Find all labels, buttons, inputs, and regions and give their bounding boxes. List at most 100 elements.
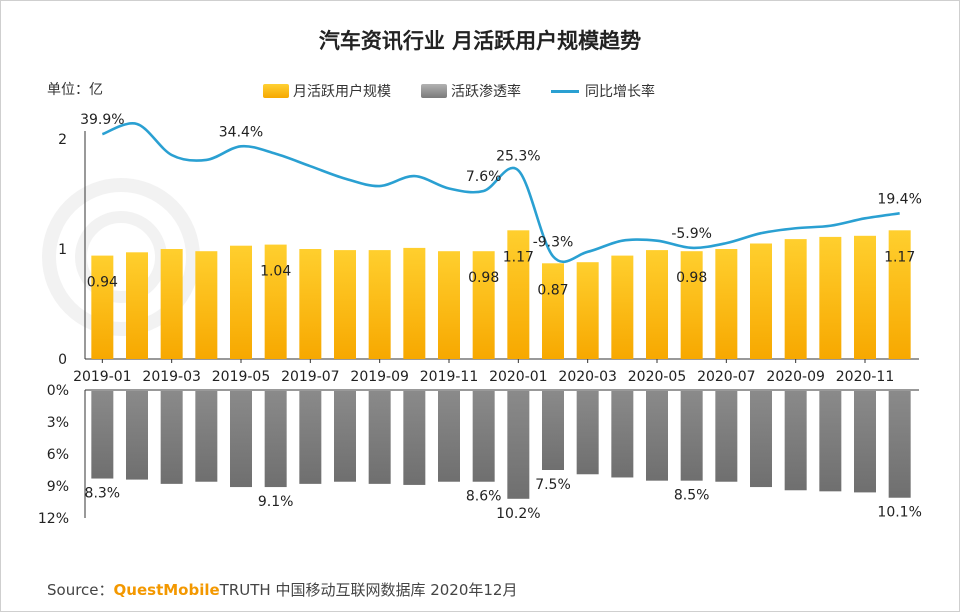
growth-data-label: 39.9% xyxy=(80,112,124,128)
mau-bar xyxy=(542,263,564,359)
penetration-bar xyxy=(403,391,426,485)
mau-data-label: 1.04 xyxy=(260,264,291,280)
mau-data-label: 0.98 xyxy=(468,270,499,286)
mau-bar xyxy=(750,243,772,359)
legend-label-mau: 月活跃用户规模 xyxy=(293,84,391,100)
penetration-bar xyxy=(542,391,564,470)
growth-line xyxy=(101,122,900,263)
penetration-bar xyxy=(784,391,807,491)
x-tick-label: 2020-09 xyxy=(766,369,825,385)
lower-axes: 0% 3% 6% 9% 12% xyxy=(38,383,919,527)
mau-bar xyxy=(438,251,460,359)
penetration-bar xyxy=(368,391,391,484)
x-tick-label: 2019-05 xyxy=(212,369,271,385)
mau-data-label: 1.17 xyxy=(884,249,915,265)
mau-bar xyxy=(819,236,842,359)
mau-bar xyxy=(576,262,599,359)
y-tick-label: 0 xyxy=(58,352,67,368)
mau-bar xyxy=(715,249,738,359)
penetration-bar xyxy=(264,391,287,488)
legend-item-growth: 同比增长率 xyxy=(551,81,655,101)
legend-label-penetration: 活跃渗透率 xyxy=(451,84,521,100)
growth-data-label: 7.6% xyxy=(466,169,502,185)
mau-bar xyxy=(854,235,876,359)
upper-axes: 0 1 2 2019-01 2019-03 2019-05 2019-07 2019-09 20… xyxy=(58,131,919,385)
mau-bar xyxy=(126,252,148,359)
penetration-bar xyxy=(438,391,460,482)
mau-bar xyxy=(680,251,703,359)
x-tick-label: 2020-05 xyxy=(628,369,687,385)
x-tick-label: 2019-07 xyxy=(281,369,340,385)
mau-bar xyxy=(646,250,668,359)
mau-bar xyxy=(299,249,322,359)
legend-item-penetration: 活跃渗透率 xyxy=(421,81,521,101)
penetration-bar xyxy=(680,391,703,481)
y-tick-label: 1 xyxy=(58,242,67,258)
penetration-bar xyxy=(888,391,911,498)
growth-line-series xyxy=(101,122,900,263)
mau-data-label: 0.87 xyxy=(537,282,568,298)
growth-data-label: 34.4% xyxy=(219,124,263,140)
legend-swatch-growth xyxy=(551,89,579,93)
growth-data-label: -5.9% xyxy=(671,226,712,242)
lower-y-tick-label: 3% xyxy=(47,415,69,431)
mau-data-label: 1.17 xyxy=(503,249,534,265)
penetration-data-label: 8.5% xyxy=(674,488,710,504)
x-tick-label: 2019-03 xyxy=(142,369,201,385)
y-tick-label: 2 xyxy=(58,132,67,148)
mau-bar xyxy=(507,230,530,359)
penetration-data-label: 9.1% xyxy=(258,494,294,510)
mau-bar xyxy=(91,255,114,359)
legend: 月活跃用户规模 活跃渗透率 同比增长率 xyxy=(263,81,685,101)
penetration-data-label: 8.3% xyxy=(85,486,121,502)
data-labels: 0.941.04 0.981.170.870.981.1739.9%34.4%7.… xyxy=(80,112,922,522)
mau-bar xyxy=(784,239,807,359)
mau-bar xyxy=(368,250,391,359)
penetration-bar xyxy=(230,391,252,488)
source-prefix: Source： xyxy=(47,581,114,599)
penetration-data-label: 10.1% xyxy=(877,505,921,521)
mau-bar xyxy=(334,250,356,359)
penetration-bar xyxy=(819,391,842,492)
penetration-bar xyxy=(854,391,876,493)
lower-y-tick-label: 6% xyxy=(47,447,69,463)
x-tick-label: 2019-01 xyxy=(73,369,132,385)
penetration-bars xyxy=(91,391,911,499)
x-tick-label: 2020-07 xyxy=(697,369,756,385)
legend-item-mau: 月活跃用户规模 xyxy=(263,81,391,101)
growth-data-label: -9.3% xyxy=(533,234,574,250)
legend-label-growth: 同比增长率 xyxy=(585,84,655,100)
x-tick-label: 2020-11 xyxy=(836,369,895,385)
x-tick-label: 2019-11 xyxy=(420,369,479,385)
penetration-bar xyxy=(160,391,183,484)
x-tick-label: 2019-09 xyxy=(350,369,409,385)
mau-data-label: 0.94 xyxy=(87,275,118,291)
x-tick-label: 2020-01 xyxy=(489,369,548,385)
source-text: TRUTH 中国移动互联网数据库 2020年12月 xyxy=(219,581,518,599)
penetration-bar xyxy=(715,391,738,482)
mau-bar xyxy=(160,249,183,359)
source-brand: QuestMobile xyxy=(113,581,220,599)
penetration-bar xyxy=(334,391,356,482)
x-tick-label: 2020-03 xyxy=(558,369,617,385)
penetration-data-label: 7.5% xyxy=(535,477,571,493)
chart-title: 汽车资讯行业 月活跃用户规模趋势 xyxy=(318,29,642,53)
lower-y-tick-label: 0% xyxy=(47,383,69,399)
growth-data-label: 19.4% xyxy=(877,191,921,207)
penetration-bar xyxy=(576,391,599,475)
mau-bar xyxy=(264,244,287,359)
growth-data-label: 25.3% xyxy=(496,148,540,164)
mau-bar xyxy=(230,245,252,359)
penetration-bar xyxy=(646,391,668,481)
mau-bar xyxy=(195,251,218,359)
penetration-bar xyxy=(91,391,114,479)
mau-bars xyxy=(91,230,911,359)
unit-label: 单位：亿 xyxy=(47,82,103,98)
penetration-data-label: 8.6% xyxy=(466,489,502,505)
mau-data-label: 0.98 xyxy=(676,270,707,286)
penetration-bar xyxy=(126,391,148,480)
penetration-bar xyxy=(472,391,495,482)
lower-y-tick-label: 12% xyxy=(38,511,69,527)
